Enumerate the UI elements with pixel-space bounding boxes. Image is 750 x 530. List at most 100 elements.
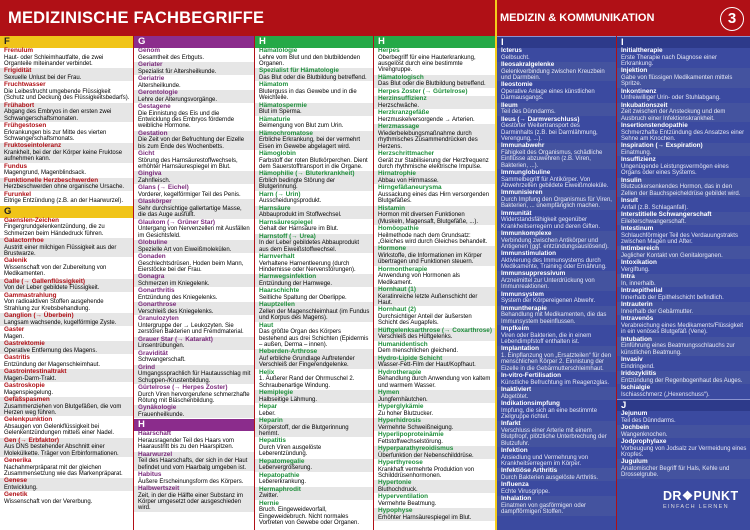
glossary-entry: Herpes Oberbegriff für eine Hauterkrankun… — [374, 47, 495, 74]
glossary-term: Funktionelle Herzbeschwerden — [4, 176, 99, 184]
glossary-entry: Histamin Hormon mit diversen Funktionen (… — [374, 205, 495, 225]
glossary-term: Influenza — [501, 481, 529, 489]
glossary-definition: Zahnfleisch. — [138, 178, 171, 185]
glossary-entry: Iridozyklitis Entzündung der Regenbogenha… — [617, 370, 750, 384]
glossary-term: Spezialist für Hämatologie — [259, 67, 339, 75]
glossary-definition: Magen-Darm-Trakt. — [4, 375, 57, 382]
glossary-entry: Immunstimulation Aktivierung des Immunsys… — [497, 250, 616, 270]
glossary-term: Hepatomegalie — [259, 457, 305, 465]
glossary-term: Gastrointestinaltrakt — [4, 367, 67, 375]
glossary-definition: Magenspiegelung. — [4, 389, 54, 396]
glossary-entry: Hyperventilation Vermehrte Beatmung. — [374, 494, 495, 507]
glossary-entry: Hämophilie (→ Bluterkrankheit) Erblich be… — [255, 170, 373, 191]
glossary-entry: Gravidität Schwangerschaft. — [134, 350, 254, 364]
glossary-term: Impfkeim — [501, 325, 530, 333]
glossary-term: Halbwertszeit — [138, 484, 180, 492]
glossary-term: Gefäßspasmen — [4, 395, 50, 403]
glossary-term: Gen (→ Erbfaktor) — [4, 436, 60, 444]
glossary-term: Hyperthyreose — [378, 458, 423, 466]
glossary-definition: Arzneimittel zur Unterdrückung von Immun… — [501, 278, 595, 291]
glossary-entry: Heparin Körperstoff, der die Blutgerinnun… — [255, 417, 373, 438]
glossary-term: Ileostomie — [501, 81, 533, 89]
glossary-entry: Gelenkpunktion Absaugen von Gelenkflüssig… — [0, 417, 133, 437]
glossary-term: Injektion — [621, 67, 648, 75]
glossary-entry: Geriater Spezialist für Altersheilkunde. — [134, 61, 254, 76]
glossary-entry: Hypophyse Erhöhter Harnsäurespiegel im Bl… — [374, 508, 495, 522]
glossary-term: Jugulum — [621, 458, 648, 466]
glossary-entry: Hermaphrodit Zwitter. — [255, 486, 373, 500]
glossary-column: H Hämatologie Lehre vom Blut und den blutb… — [255, 36, 373, 530]
glossary-definition: Bluthochdruck. — [378, 486, 418, 493]
glossary-definition: Frauenheilkunde. — [138, 412, 185, 419]
glossary-entry: Harnsäurespiegel Gehalt der Harnsäure im … — [255, 219, 373, 233]
glossary-definition: Untergruppe der → Leukozyten. Sie zerstö… — [138, 323, 244, 336]
glossary-term: Hüftgelenksarthrose (→ Coxarthrose) — [378, 326, 492, 334]
glossary-term: Hornhaut (2) — [378, 306, 416, 314]
glossary-term: Gonagra — [138, 273, 165, 281]
glossary-term: Frühgestosen — [4, 121, 47, 129]
glossary-definition: Umgangssprachlich für Hautausschlag mit … — [138, 371, 251, 384]
glossary-term: Intravenös — [621, 315, 654, 323]
glossary-term: Galle (→ Gallenflüssigkeit) — [4, 277, 85, 285]
glossary-term: Hämoglobin — [259, 149, 296, 157]
glossary-entry: Harnstoff (→ Urea) In der Leber gebildete… — [255, 233, 373, 253]
glossary-entry: Herzmassage Wiederbelebungsmaßnahme durch… — [374, 124, 495, 150]
glossary-entry: Hepatitis Durch Viren ausgelöste Leberent… — [255, 437, 373, 457]
glossary-entry: Hämatospermie Blut im Sperma. — [255, 102, 373, 116]
glossary-entry: Gastrektomie Operative Entfernung des Mag… — [0, 340, 133, 354]
glossary-entry: Harn (→ Urin) Ausscheidungsprodukt. — [255, 191, 373, 205]
glossary-definition: Schmerzhafte Entzündung des Ansatzes ein… — [621, 129, 745, 142]
glossary-entry: Immuntherapie Behandlung mit Medikamenten… — [497, 305, 616, 326]
glossary-term: Gastritis — [4, 353, 30, 361]
glossary-definition: Aussackung eines das Hirn versorgenden B… — [378, 192, 490, 205]
glossary-entry: Spezialist für Hämatologie Das Blut oder … — [255, 67, 373, 82]
glossary-definition: Viren oder Bakterien, die in einem Leben… — [501, 332, 592, 346]
glossary-term: Generika — [4, 456, 32, 464]
glossary-entry: Gürtelrose (→ Herpes Zoster) Durch Viren … — [134, 384, 254, 404]
glossary-definition: Bruch. Eingeweidevorfall, Eingeweidebruc… — [259, 507, 360, 526]
glossary-entry: Gonarthritis Entzündung des Kniegelenks. — [134, 288, 254, 301]
glossary-definition: Einführung eines Beatmungsschlauchs zur … — [621, 343, 735, 356]
glossary-entry: Gen (→ Erbfaktor) Aus DNS bestehender Abs… — [0, 436, 133, 457]
glossary-entry: Immunabwehr Fähigkeit des Organismus, sch… — [497, 143, 616, 169]
glossary-definition: Durch Viren hervorgerufene schmerzhafte … — [138, 391, 250, 404]
glossary-definition: Teil des Dünndarms. — [501, 109, 556, 116]
glossary-column: F Frenulum Haut- oder Schleimhautfalte, di… — [0, 36, 133, 530]
glossary-entry: Galle (→ Gallenflüssigkeit) Von der Leber… — [0, 277, 133, 292]
glossary-term: Hämophilie (→ Bluterkrankheit) — [259, 170, 355, 178]
glossary-term: Hepatitis — [259, 437, 286, 445]
glossary-entry: Harnwegsinfektion Entzündung der Harnwege… — [255, 274, 373, 288]
glossary-definition: Leber. — [259, 410, 276, 417]
glossary-entry: Hormontherapie Anwendung von Hormonen als… — [374, 266, 495, 286]
glossary-definition: Störung des Harnsäurestoffwechsels, erhö… — [138, 157, 238, 170]
letter-heading: G — [0, 205, 133, 218]
glossary-definition: Krankhaft vermehrte Produktion von Schil… — [378, 466, 475, 479]
glossary-term: Galactorrhoe — [4, 236, 44, 244]
glossary-definition: Vorbeugung von Jodsalz zur Vermeidung ei… — [621, 445, 747, 459]
glossary-term: Furunkel — [4, 190, 31, 198]
glossary-definition: Schmerzen im Kniegelenk. — [138, 281, 210, 287]
glossary-definition: Seitliche Spaltung der Oberlippe. — [259, 295, 347, 302]
glossary-definition: Magen. — [4, 333, 25, 340]
glossary-entry: Hormone Wirkstoffe, die Informationen im … — [374, 246, 495, 266]
glossary-column: I Initialtherapie Erste Therapie nach Diag… — [617, 36, 750, 530]
glossary-term: Frigidität — [4, 67, 32, 75]
glossary-entry: Herzschrittmacher Gerät zur Stabilisierun… — [374, 150, 495, 170]
letter-heading: J — [617, 399, 750, 411]
glossary-entry: Hymen Jungfernhäutchen. — [374, 389, 495, 403]
glossary-term: Granulozyten — [138, 315, 179, 323]
glossary-term: Inkontinenz — [621, 87, 657, 95]
glossary-definition: Vergiftung. — [621, 266, 650, 273]
glossary-definition: Zeit, in der die Hälfte einer Substanz i… — [138, 492, 244, 512]
glossary-term: Hämaturie — [259, 115, 291, 123]
glossary-term: Haarschichte — [259, 287, 300, 295]
glossary-entry: Hepatomegalie Lebervergrößerung. — [255, 457, 373, 472]
glossary-column: I Icterus Gelbsucht. Ileosakralgelenke Gelen… — [497, 36, 616, 530]
glossary-entry: Intubation Einführung eines Beatmungsschl… — [617, 336, 750, 356]
glossary-entry: Gynäkologie Frauenheilkunde. — [134, 405, 254, 419]
glossary-term: Genetik — [4, 491, 28, 499]
glossary-term: Fruktoseintoleranz — [4, 142, 62, 150]
letter-heading: H — [374, 36, 495, 48]
glossary-term: Inhalation — [501, 495, 532, 503]
glossary-entry: Hyperparathyreoidismus Überfunktion der N… — [374, 445, 495, 459]
